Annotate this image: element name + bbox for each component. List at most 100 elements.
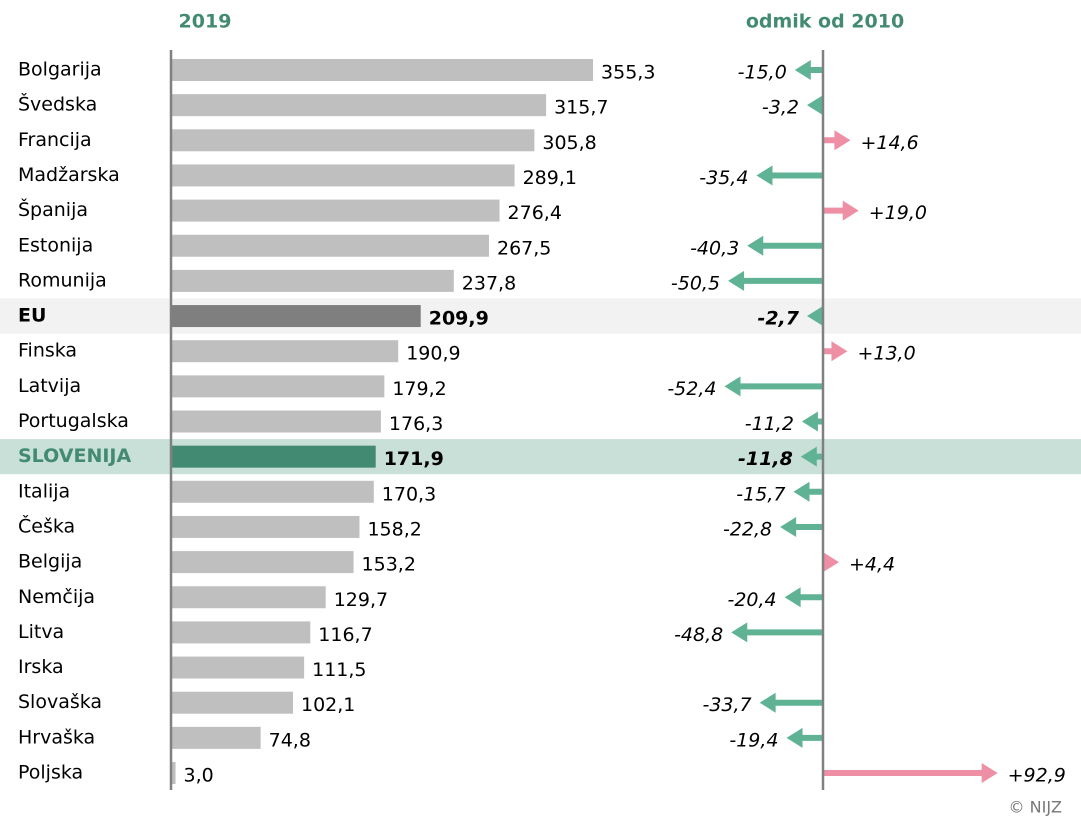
category-label: Poljska xyxy=(18,762,83,784)
change-arrow xyxy=(728,270,823,291)
value-label: 153,2 xyxy=(362,554,416,576)
value-label: 267,5 xyxy=(497,237,551,259)
category-label: Latvija xyxy=(18,375,81,397)
bar xyxy=(172,59,594,81)
row-highlight xyxy=(0,298,1081,334)
change-label: -35,4 xyxy=(699,167,748,189)
category-label: Švedska xyxy=(18,92,97,116)
value-label: 237,8 xyxy=(462,272,516,294)
bar xyxy=(172,762,176,784)
bar xyxy=(172,551,354,574)
bar xyxy=(172,656,305,679)
change-label: -20,4 xyxy=(727,589,776,611)
change-arrow xyxy=(823,200,859,221)
value-label: 315,7 xyxy=(554,97,608,119)
bar xyxy=(172,691,293,714)
value-label: 276,4 xyxy=(508,202,562,224)
change-label: +19,0 xyxy=(869,202,927,224)
change-label: -40,3 xyxy=(690,237,739,259)
bar xyxy=(172,305,421,328)
value-label: 355,3 xyxy=(601,62,655,84)
category-label: Italija xyxy=(18,480,70,502)
value-label: 171,9 xyxy=(384,448,444,470)
category-label: Irska xyxy=(18,656,64,678)
change-arrow xyxy=(780,516,823,537)
change-label: -48,8 xyxy=(674,624,723,646)
change-arrow xyxy=(801,411,823,432)
change-label: -52,4 xyxy=(667,378,716,400)
bar xyxy=(172,234,489,257)
category-label: Portugalska xyxy=(18,410,129,432)
change-arrow xyxy=(823,763,998,783)
change-label: +4,4 xyxy=(849,554,895,576)
change-arrow xyxy=(800,446,823,467)
category-label: Belgija xyxy=(18,551,82,573)
row-highlight xyxy=(0,439,1081,475)
bar xyxy=(172,621,311,644)
source: © NIJZ xyxy=(1009,798,1062,817)
value-label: 289,1 xyxy=(523,167,577,189)
change-arrow xyxy=(786,727,823,748)
change-arrow xyxy=(794,60,823,80)
category-label: Slovaška xyxy=(18,691,102,713)
value-label: 179,2 xyxy=(392,378,446,400)
change-arrow xyxy=(823,130,851,151)
category-label: Hrvaška xyxy=(18,726,95,748)
change-arrow xyxy=(759,692,823,713)
category-label: Španija xyxy=(18,197,88,221)
change-label: -22,8 xyxy=(723,518,772,540)
right-title: odmik od 2010 xyxy=(746,11,904,33)
value-label: 158,2 xyxy=(367,518,421,540)
value-label: 116,7 xyxy=(318,624,372,646)
bar xyxy=(172,480,374,503)
change-arrow xyxy=(784,587,823,608)
change-label: -19,4 xyxy=(729,729,778,751)
change-label: -2,7 xyxy=(757,308,799,330)
change-label: -11,2 xyxy=(745,413,794,435)
value-label: 176,3 xyxy=(389,413,443,435)
category-label: Francija xyxy=(18,129,92,151)
value-label: 102,1 xyxy=(301,694,355,716)
category-label: SLOVENIJA xyxy=(18,445,131,467)
value-label: 74,8 xyxy=(269,729,311,751)
category-label: Finska xyxy=(18,340,77,362)
value-label: 305,8 xyxy=(542,132,596,154)
left-title: 2019 xyxy=(179,11,232,33)
value-label: 111,5 xyxy=(312,659,366,681)
change-arrow xyxy=(756,165,823,186)
row-backgrounds xyxy=(0,298,1081,475)
bar xyxy=(172,199,500,222)
change-label: -15,7 xyxy=(736,483,785,505)
category-label: Madžarska xyxy=(18,164,120,186)
change-label: -11,8 xyxy=(738,448,793,470)
change-label: -50,5 xyxy=(671,272,720,294)
change-label: -3,2 xyxy=(762,97,799,119)
bar xyxy=(172,586,326,609)
category-label: Romunija xyxy=(18,269,107,291)
category-label: Češka xyxy=(18,513,75,537)
change-arrow xyxy=(793,481,823,502)
change-arrow xyxy=(807,95,823,116)
bar xyxy=(172,410,381,433)
category-label: EU xyxy=(18,305,46,327)
change-arrow xyxy=(823,341,848,362)
change-label: +13,0 xyxy=(857,343,915,365)
category-label: Litva xyxy=(18,621,64,643)
change-label: +14,6 xyxy=(860,132,918,154)
change-arrow xyxy=(731,622,823,643)
change-arrow xyxy=(747,235,823,256)
bar xyxy=(172,164,515,187)
bar xyxy=(172,375,385,398)
value-label: 3,0 xyxy=(184,765,214,787)
change-label: +92,9 xyxy=(1008,765,1066,787)
category-label: Bolgarija xyxy=(18,59,102,81)
change-arrow xyxy=(823,552,839,573)
bar xyxy=(172,445,376,468)
value-label: 209,9 xyxy=(429,308,489,330)
bar xyxy=(172,269,454,292)
value-label: 129,7 xyxy=(334,589,388,611)
change-label: -15,0 xyxy=(738,62,787,84)
category-label: Estonija xyxy=(18,234,93,256)
bar xyxy=(172,94,547,117)
